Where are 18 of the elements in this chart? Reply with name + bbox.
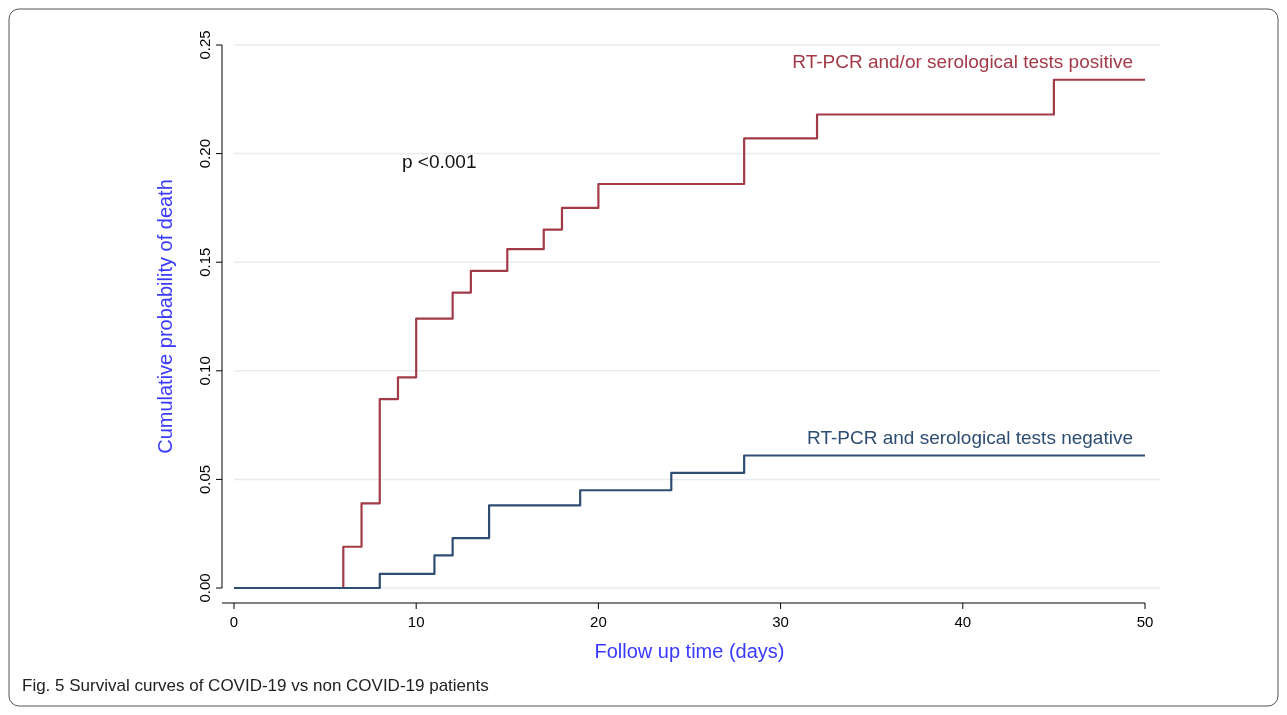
series-label: RT-PCR and/or serological tests positive [792,50,1133,72]
x-tick-label: 10 [407,613,425,630]
x-tick-label: 30 [772,613,789,630]
x-tick-label: 0 [229,613,239,630]
annotation: p <0.001 [402,151,477,172]
y-tick-label: 0.25 [196,30,213,60]
y-axis-title: Cumulative probability of death [154,179,176,454]
caption: Fig. 5 Survival curves of COVID-19 vs non COVID-19 patients [22,676,489,695]
y-tick-label: 0.10 [196,356,213,386]
x-tick-label: 40 [954,613,972,630]
y-tick-label: 0.00 [196,573,213,603]
x-tick-label: 20 [590,613,607,630]
x-tick-label: 50 [1136,613,1154,630]
y-tick-label: 0.15 [196,247,213,277]
y-tick-label: 0.05 [196,464,213,494]
series-label: RT-PCR and serological tests negative [807,426,1133,448]
x-axis-title: Follow up time (days) [594,640,785,662]
y-tick-label: 0.20 [196,139,213,169]
